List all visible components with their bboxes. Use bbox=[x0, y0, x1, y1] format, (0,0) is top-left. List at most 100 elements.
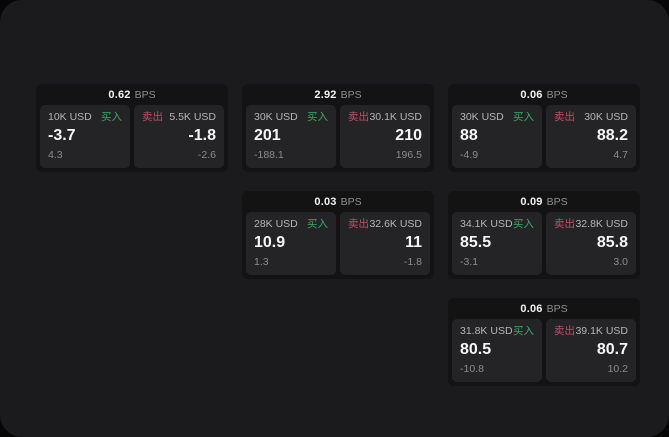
buy-side-label: 买入 bbox=[513, 325, 534, 337]
buy-quote-panel[interactable]: 30K USD 买入 88 -4.9 bbox=[452, 105, 542, 168]
buy-price: -3.7 bbox=[48, 127, 76, 144]
sell-change: 3.0 bbox=[613, 256, 628, 268]
quote-card-body: 30K USD 买入 88 -4.9 卖出 30K USD 88.2 4.7 bbox=[452, 105, 636, 168]
buy-price: 88 bbox=[460, 127, 478, 144]
buy-panel-labels: 34.1K USD 买入 bbox=[460, 218, 534, 231]
buy-change: -4.9 bbox=[460, 149, 479, 161]
quote-card-body: 30K USD 买入 201 -188.1 卖出 30.1K USD 210 1… bbox=[246, 105, 430, 168]
bps-value: 0.09 bbox=[520, 195, 543, 208]
buy-panel-labels: 10K USD 买入 bbox=[48, 111, 122, 124]
buy-change: -188.1 bbox=[254, 149, 284, 161]
sell-price: 85.8 bbox=[596, 234, 628, 251]
buy-price: 85.5 bbox=[460, 234, 492, 251]
bps-header: 0.06 BPS bbox=[452, 84, 636, 105]
buy-change: 4.3 bbox=[48, 149, 63, 161]
sell-size-label: 30.1K USD bbox=[369, 111, 422, 123]
bps-header: 0.03 BPS bbox=[246, 191, 430, 212]
sell-quote-panel[interactable]: 卖出 5.5K USD -1.8 -2.6 bbox=[134, 105, 224, 168]
quote-card: 2.92 BPS 30K USD 买入 201 -188.1 卖出 30.1K … bbox=[242, 84, 434, 172]
buy-size-label: 31.8K USD bbox=[460, 325, 513, 337]
sell-change: -1.8 bbox=[403, 256, 422, 268]
sell-side-label: 卖出 bbox=[142, 111, 163, 123]
sell-size-label: 5.5K USD bbox=[169, 111, 216, 123]
buy-quote-panel[interactable]: 34.1K USD 买入 85.5 -3.1 bbox=[452, 212, 542, 275]
sell-quote-panel[interactable]: 卖出 30K USD 88.2 4.7 bbox=[546, 105, 636, 168]
sell-price: 11 bbox=[405, 234, 422, 251]
buy-price: 80.5 bbox=[460, 341, 492, 358]
bps-header: 0.09 BPS bbox=[452, 191, 636, 212]
bps-value: 0.03 bbox=[314, 195, 337, 208]
sell-side-label: 卖出 bbox=[348, 218, 369, 230]
quote-card-body: 10K USD 买入 -3.7 4.3 卖出 5.5K USD -1.8 -2.… bbox=[40, 105, 224, 168]
buy-quote-panel[interactable]: 31.8K USD 买入 80.5 -10.8 bbox=[452, 319, 542, 382]
buy-price: 10.9 bbox=[254, 234, 286, 251]
quote-card: 0.06 BPS 30K USD 买入 88 -4.9 卖出 30K USD bbox=[448, 84, 640, 172]
buy-side-label: 买入 bbox=[101, 111, 122, 123]
sell-panel-labels: 卖出 39.1K USD bbox=[554, 325, 628, 338]
bps-header: 2.92 BPS bbox=[246, 84, 430, 105]
bps-unit-label: BPS bbox=[134, 88, 156, 101]
sell-panel-labels: 卖出 5.5K USD bbox=[142, 111, 216, 124]
sell-change: -2.6 bbox=[197, 149, 216, 161]
sell-side-label: 卖出 bbox=[554, 325, 575, 337]
sell-quote-panel[interactable]: 卖出 39.1K USD 80.7 10.2 bbox=[546, 319, 636, 382]
buy-panel-labels: 30K USD 买入 bbox=[254, 111, 328, 124]
buy-price: 201 bbox=[254, 127, 281, 144]
sell-panel-labels: 卖出 32.6K USD bbox=[348, 218, 422, 231]
buy-change: 1.3 bbox=[254, 256, 269, 268]
buy-change: -3.1 bbox=[460, 256, 479, 268]
quote-card-body: 28K USD 买入 10.9 1.3 卖出 32.6K USD 11 -1.8 bbox=[246, 212, 430, 275]
buy-panel-labels: 31.8K USD 买入 bbox=[460, 325, 534, 338]
buy-quote-panel[interactable]: 28K USD 买入 10.9 1.3 bbox=[246, 212, 336, 275]
bps-value: 0.62 bbox=[108, 88, 131, 101]
quote-card-body: 31.8K USD 买入 80.5 -10.8 卖出 39.1K USD 80.… bbox=[452, 319, 636, 382]
buy-quote-panel[interactable]: 30K USD 买入 201 -188.1 bbox=[246, 105, 336, 168]
bps-header: 0.62 BPS bbox=[40, 84, 224, 105]
sell-quote-panel[interactable]: 卖出 32.6K USD 11 -1.8 bbox=[340, 212, 430, 275]
buy-side-label: 买入 bbox=[513, 111, 534, 123]
sell-quote-panel[interactable]: 卖出 32.8K USD 85.8 3.0 bbox=[546, 212, 636, 275]
sell-panel-labels: 卖出 30.1K USD bbox=[348, 111, 422, 124]
bps-unit-label: BPS bbox=[340, 195, 362, 208]
sell-quote-panel[interactable]: 卖出 30.1K USD 210 196.5 bbox=[340, 105, 430, 168]
sell-side-label: 卖出 bbox=[554, 218, 575, 230]
buy-size-label: 34.1K USD bbox=[460, 218, 513, 230]
sell-price: 80.7 bbox=[596, 341, 628, 358]
buy-size-label: 30K USD bbox=[254, 111, 298, 123]
sell-side-label: 卖出 bbox=[348, 111, 369, 123]
buy-size-label: 28K USD bbox=[254, 218, 298, 230]
sell-size-label: 32.8K USD bbox=[575, 218, 628, 230]
sell-price: 88.2 bbox=[596, 127, 628, 144]
bps-value: 0.06 bbox=[520, 302, 543, 315]
bps-unit-label: BPS bbox=[340, 88, 362, 101]
quote-card: 0.09 BPS 34.1K USD 买入 85.5 -3.1 卖出 32.8K… bbox=[448, 191, 640, 279]
sell-side-label: 卖出 bbox=[554, 111, 575, 123]
sell-size-label: 30K USD bbox=[584, 111, 628, 123]
sell-change: 4.7 bbox=[613, 149, 628, 161]
quote-card-body: 34.1K USD 买入 85.5 -3.1 卖出 32.8K USD 85.8… bbox=[452, 212, 636, 275]
bps-value: 2.92 bbox=[314, 88, 337, 101]
buy-side-label: 买入 bbox=[513, 218, 534, 230]
sell-change: 10.2 bbox=[607, 363, 628, 375]
sell-change: 196.5 bbox=[395, 149, 422, 161]
buy-side-label: 买入 bbox=[307, 111, 328, 123]
quote-card-grid: 0.62 BPS 10K USD 买入 -3.7 4.3 卖出 5.5K USD bbox=[36, 84, 640, 386]
sell-panel-labels: 卖出 32.8K USD bbox=[554, 218, 628, 231]
buy-quote-panel[interactable]: 10K USD 买入 -3.7 4.3 bbox=[40, 105, 130, 168]
buy-change: -10.8 bbox=[460, 363, 484, 375]
bps-unit-label: BPS bbox=[546, 302, 568, 315]
bps-header: 0.06 BPS bbox=[452, 298, 636, 319]
buy-size-label: 10K USD bbox=[48, 111, 92, 123]
sell-price: -1.8 bbox=[188, 127, 216, 144]
buy-panel-labels: 30K USD 买入 bbox=[460, 111, 534, 124]
bps-value: 0.06 bbox=[520, 88, 543, 101]
buy-size-label: 30K USD bbox=[460, 111, 504, 123]
quote-card: 0.03 BPS 28K USD 买入 10.9 1.3 卖出 32.6K US… bbox=[242, 191, 434, 279]
bps-unit-label: BPS bbox=[546, 88, 568, 101]
bps-unit-label: BPS bbox=[546, 195, 568, 208]
buy-side-label: 买入 bbox=[307, 218, 328, 230]
buy-panel-labels: 28K USD 买入 bbox=[254, 218, 328, 231]
quote-card: 0.06 BPS 31.8K USD 买入 80.5 -10.8 卖出 39.1… bbox=[448, 298, 640, 386]
sell-price: 210 bbox=[395, 127, 422, 144]
